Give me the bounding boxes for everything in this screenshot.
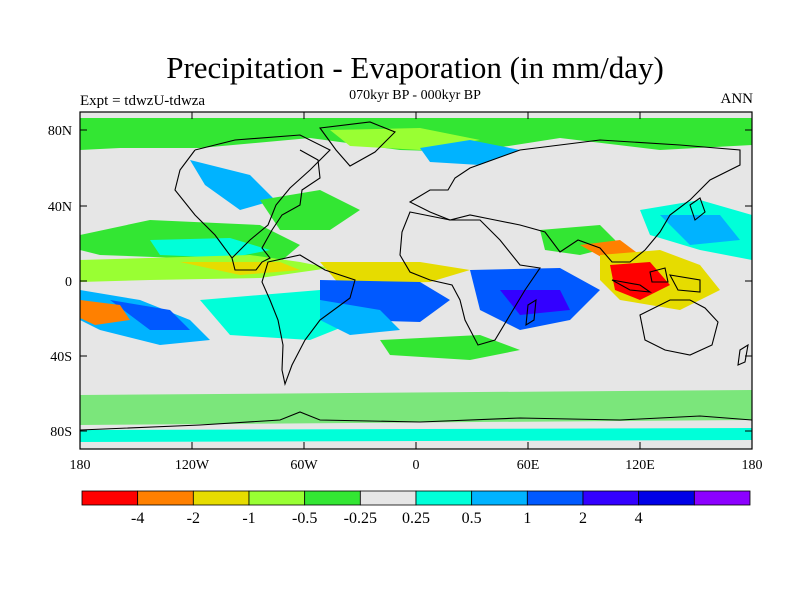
contour-s-atlantic-light [320, 300, 400, 335]
colorbar-label: 0.5 [462, 510, 482, 527]
coast-greenland [319, 121, 396, 167]
lat-tick-label: 80N [48, 124, 72, 139]
colorbar-label: 2 [579, 510, 587, 527]
coastlines [80, 121, 752, 431]
contour-antarctic [80, 428, 752, 442]
contour-southern-ocean [80, 390, 752, 425]
contour-itcz-atlantic [320, 262, 470, 285]
colorbar-swatch [304, 490, 361, 506]
contour-itcz-yellow [180, 262, 300, 275]
colorbar-swatch [693, 490, 751, 506]
contour-indian-deep [500, 290, 570, 315]
colorbar-label: -1 [242, 510, 255, 527]
coast-australia [639, 299, 719, 356]
lat-tick-label: 80S [50, 425, 72, 440]
pe-anomaly-field [80, 118, 752, 442]
contour-nw-pacific-blue [660, 215, 740, 245]
colorbar-label: -4 [131, 510, 144, 527]
coast-madagascar [525, 298, 537, 327]
lon-tick-label: 120W [175, 458, 210, 473]
colorbar-label: 1 [523, 510, 531, 527]
coast-south-america [261, 254, 356, 386]
contour-s-pacific-deep [110, 300, 190, 330]
lon-tick-label: 60E [517, 458, 540, 473]
colorbar-label: -2 [187, 510, 200, 527]
colorbar-swatch [81, 490, 139, 506]
plot-subtitle: 070kyr BP - 000kyr BP [349, 88, 481, 103]
contour-nw-america [190, 160, 275, 210]
contour-s-pacific-orange [80, 300, 130, 325]
lon-tick-label: 180 [742, 458, 763, 473]
colorbar-swatch [359, 490, 417, 506]
lon-tick-label: 0 [413, 458, 420, 473]
coast-antarctica [80, 411, 752, 431]
lat-tick-label: 0 [65, 275, 72, 290]
colorbar-label: -0.25 [344, 510, 377, 527]
season-label: ANN [720, 91, 754, 107]
colorbar-label: 0.25 [402, 510, 430, 527]
lon-tick-label: 180 [70, 458, 91, 473]
lat-tick-label: 40N [48, 200, 72, 215]
colorbar-swatch [192, 490, 250, 506]
lat-tick-label: 40S [50, 350, 72, 365]
colorbar-swatch [471, 490, 528, 506]
coast-north-america [194, 134, 331, 271]
colorbar-label: 4 [635, 510, 643, 527]
contour-itcz-pacific [80, 255, 330, 282]
colorbar: -4 -2 -1 -0.5 -0.25 0.25 0.5 1 2 4 [81, 490, 751, 527]
coast-japan [689, 197, 706, 221]
contour-n-atlantic [260, 190, 360, 230]
lon-tick-label: 60W [290, 458, 318, 473]
coast-na-west [174, 149, 233, 259]
colorbar-swatch [582, 490, 640, 506]
axis-ticks: 80N 40N 0 40S 80S 180 120W 60W 0 60E 120E 180 [48, 112, 763, 473]
experiment-label: Expt = tdwzU-tdwza [80, 93, 206, 109]
colorbar-swatch [137, 490, 194, 506]
colorbar-swatch [526, 490, 584, 506]
colorbar-swatch [638, 490, 695, 506]
coast-eurasia [408, 139, 741, 263]
plot-title: Precipitation - Evaporation (in mm/day) [166, 50, 664, 85]
colorbar-label: -0.5 [292, 510, 317, 527]
contour-s-indian [380, 335, 520, 360]
lon-tick-label: 120E [625, 458, 655, 473]
coast-new-zealand [737, 343, 749, 366]
contour-maritime-red [610, 262, 670, 300]
colorbar-swatch [248, 490, 306, 506]
colorbar-swatch [415, 490, 473, 506]
coast-africa [399, 211, 541, 346]
coast-indonesia [611, 267, 701, 293]
contour-n-pacific-cyan [150, 238, 270, 258]
